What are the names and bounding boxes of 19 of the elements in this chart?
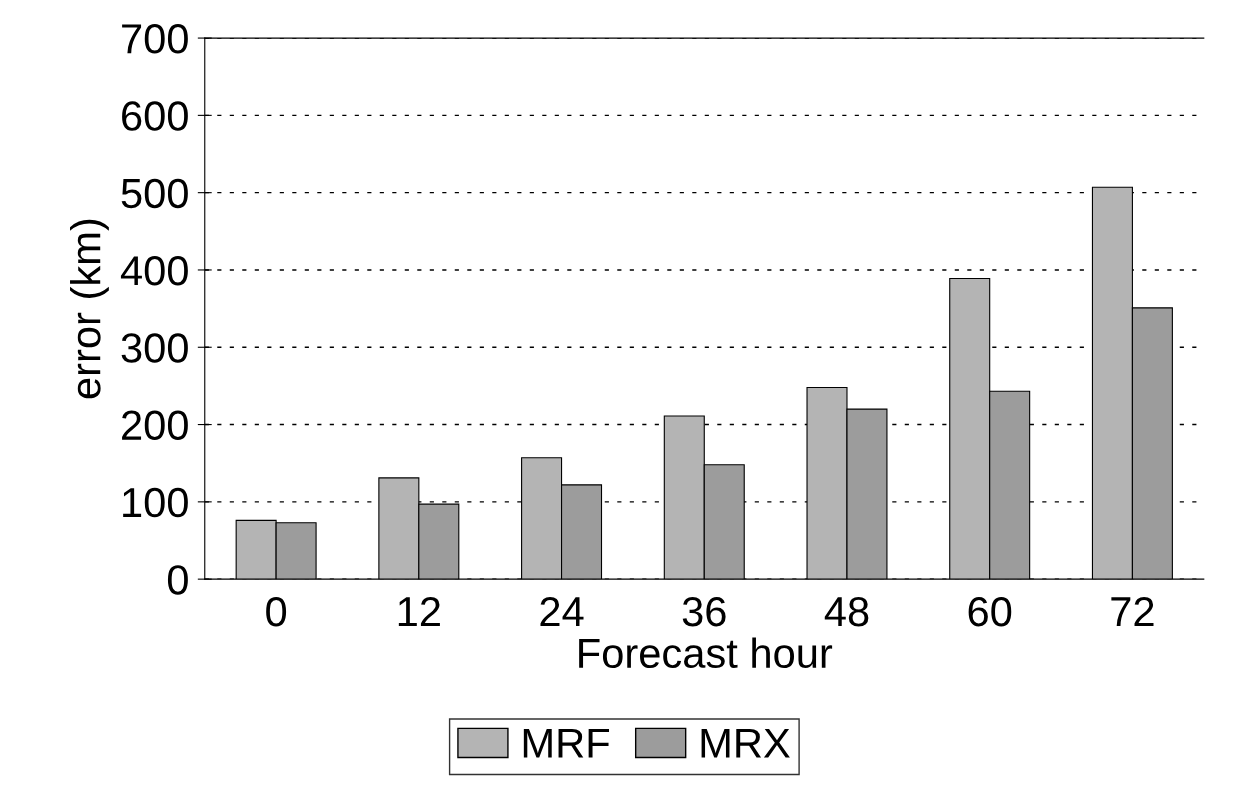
- y-tick-label: 400: [120, 255, 188, 286]
- y-tick-label: 600: [122, 101, 188, 131]
- y-tick-label: 100: [123, 487, 188, 518]
- x-tick-label: 12: [398, 596, 440, 627]
- y-tick-label: 300: [121, 333, 188, 363]
- x-tick-label: 48: [824, 596, 869, 627]
- x-axis-title: Forecast hour: [579, 637, 833, 669]
- y-tick-label: 700: [122, 24, 188, 54]
- x-tick-label: 60: [968, 596, 1012, 627]
- x-tick-label: 24: [540, 596, 584, 627]
- x-tick-label: 36: [682, 596, 726, 627]
- legend-label: MRX: [701, 728, 790, 758]
- y-tick-label: 200: [122, 410, 188, 441]
- legend-label: MRF: [523, 728, 610, 758]
- y-tick-label: 0: [167, 565, 188, 595]
- y-tick-label: 500: [121, 178, 188, 209]
- x-tick-label: 0: [266, 596, 287, 627]
- x-tick-label: 72: [1111, 596, 1154, 627]
- y-axis-title: error (km): [70, 219, 109, 399]
